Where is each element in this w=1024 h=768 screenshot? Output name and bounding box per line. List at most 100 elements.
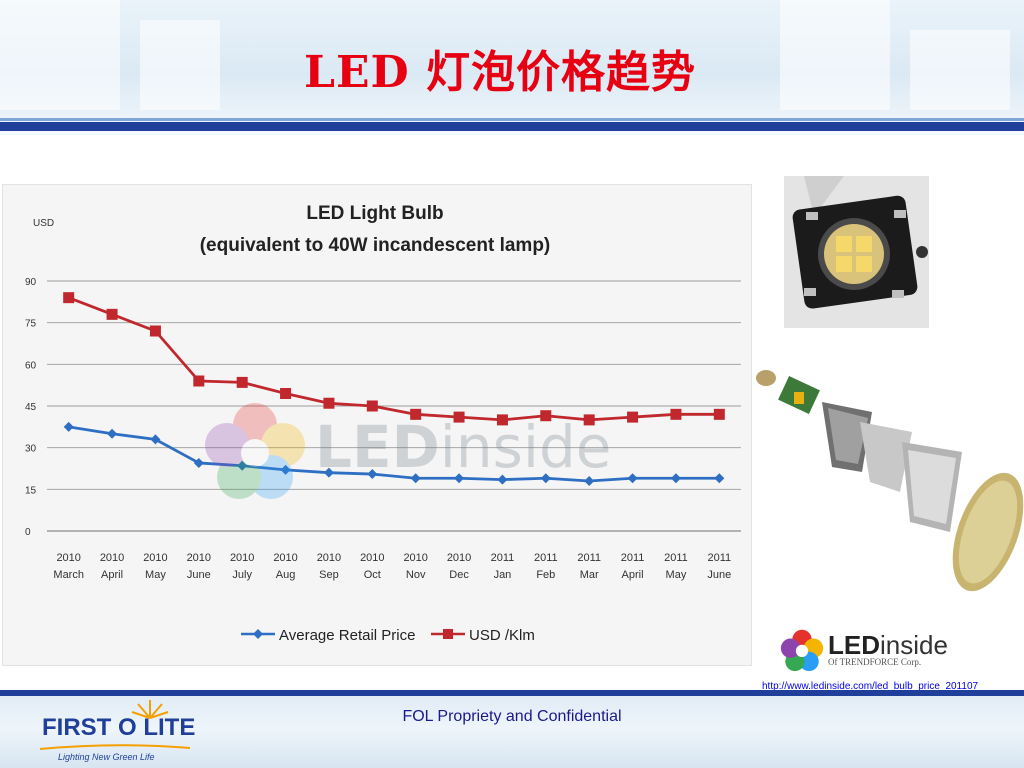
legend-marker-price: [253, 629, 263, 639]
x-tick-year: 2010: [100, 552, 124, 564]
data-point-price: [193, 457, 204, 468]
led-bulb-exploded-icon: [756, 370, 1024, 592]
x-tick-year: 2010: [56, 552, 80, 564]
data-point-usd-klm: [193, 375, 205, 387]
legend-label-price: Average Retail Price: [279, 627, 415, 644]
data-point-price: [497, 474, 508, 485]
data-point-price: [280, 464, 291, 475]
x-tick-month: June: [707, 569, 731, 581]
y-tick-label: 15: [25, 485, 37, 496]
data-point-price: [107, 428, 118, 439]
data-point-price: [670, 473, 681, 484]
x-tick-year: 2011: [577, 552, 601, 564]
firstolite-logo: FIRST O LITE Lighting New Green Life: [40, 700, 200, 764]
bulb-exploded-photo: [752, 362, 1024, 614]
footer-rule: [0, 690, 1024, 696]
x-tick-year: 2011: [534, 552, 558, 564]
footer-band: [0, 690, 1024, 768]
data-point-usd-klm: [410, 408, 422, 420]
watermark-text: LEDinside: [315, 413, 612, 481]
brand-tagline: Lighting New Green Life: [58, 752, 155, 762]
chart-title: LED Light Bulb: [306, 203, 443, 224]
x-tick-month: Jan: [494, 569, 512, 581]
y-tick-label: 75: [25, 319, 37, 330]
brand-name: FIRST O LITE: [42, 714, 196, 741]
y-tick-labels: 0 15 30 45 60 75 90: [25, 277, 37, 538]
y-axis-label: USD: [33, 218, 54, 229]
x-tick-month: Feb: [536, 569, 555, 581]
x-tick-year: 2010: [317, 552, 341, 564]
data-point-price: [627, 473, 638, 484]
y-tick-label: 30: [25, 444, 37, 455]
data-point-price: [237, 460, 248, 471]
line-chart: LED Light Bulb (equivalent to 40W incand…: [25, 203, 741, 644]
data-point-price: [714, 473, 725, 484]
led-chip-photo: [784, 176, 929, 328]
source-link[interactable]: http://www.ledinside.com/led_bulb_price_…: [762, 681, 979, 692]
data-point-usd-klm: [106, 308, 118, 320]
y-tick-label: 60: [25, 360, 37, 371]
data-point-usd-klm: [149, 325, 161, 337]
x-tick-month: March: [53, 569, 84, 581]
x-tick-month: May: [666, 569, 687, 581]
brand-swoosh: [40, 744, 190, 750]
chart-panel: LED Light Bulb (equivalent to 40W incand…: [2, 184, 752, 666]
x-tick-year: 2011: [621, 552, 645, 564]
data-point-price: [150, 434, 161, 445]
y-tick-label: 45: [25, 402, 37, 413]
series-line-usd-klm: [68, 296, 720, 422]
x-tick-year: 2011: [491, 552, 515, 564]
data-point-usd-klm: [453, 411, 465, 423]
data-point-usd-klm: [280, 388, 292, 399]
data-point-price: [540, 473, 551, 484]
x-tick-year: 2011: [707, 552, 731, 564]
data-point-price: [454, 473, 465, 484]
x-tick-month: April: [622, 569, 644, 581]
x-tick-month: Nov: [406, 569, 426, 581]
y-tick-label: 90: [25, 277, 37, 288]
footer-text: FOL Propriety and Confidential: [402, 708, 622, 725]
x-tick-year: 2010: [273, 552, 297, 564]
x-tick-year: 2011: [664, 552, 688, 564]
header-rule-light: [0, 118, 1024, 121]
y-tick-label: 0: [25, 527, 31, 538]
data-point-usd-klm: [670, 408, 682, 420]
x-tick-month: Oct: [364, 569, 381, 581]
data-point-price: [367, 469, 378, 480]
legend-marker-usd: [443, 629, 453, 639]
data-point-usd-klm: [496, 414, 508, 426]
x-tick-labels: 2010 March 2010 April 2010 May 2010 June 2010 Jul…: [53, 552, 731, 581]
led-chip-icon: [784, 176, 929, 328]
data-point-price: [410, 473, 421, 484]
ledinside-logo: LEDinside Of TRENDFORCE Corp.: [780, 626, 1010, 674]
data-point-price: [63, 421, 74, 432]
legend-label-usd: USD /Klm: [469, 627, 535, 644]
ledinside-logo-subtext: Of TRENDFORCE Corp.: [828, 657, 922, 667]
x-tick-year: 2010: [360, 552, 384, 564]
x-tick-month: April: [101, 569, 123, 581]
x-tick-year: 2010: [403, 552, 427, 564]
x-tick-month: Sep: [319, 569, 339, 581]
x-tick-year: 2010: [230, 552, 254, 564]
x-tick-month: Aug: [276, 569, 296, 581]
x-tick-month: June: [187, 569, 211, 581]
x-tick-month: Mar: [580, 569, 599, 581]
series-line-price: [68, 425, 720, 483]
grid-layer: [47, 280, 741, 532]
data-point-usd-klm: [63, 292, 75, 304]
header-band: [0, 0, 1024, 135]
data-point-price: [323, 467, 334, 478]
x-tick-year: 2010: [447, 552, 471, 564]
x-tick-year: 2010: [143, 552, 167, 564]
slide-title: LED 灯泡价格趋势: [304, 47, 696, 98]
chart-subtitle: (equivalent to 40W incandescent lamp): [200, 235, 551, 256]
x-tick-month: May: [145, 569, 166, 581]
header-rule: [0, 122, 1024, 131]
sun-rays-icon: [131, 700, 169, 719]
series-layer: [63, 292, 725, 486]
ledinside-flower-icon: [205, 403, 305, 499]
x-tick-month: Dec: [449, 569, 469, 581]
x-tick-month: July: [232, 569, 252, 581]
data-point-usd-klm: [713, 408, 725, 420]
ledinside-logo-icon: [780, 629, 824, 672]
